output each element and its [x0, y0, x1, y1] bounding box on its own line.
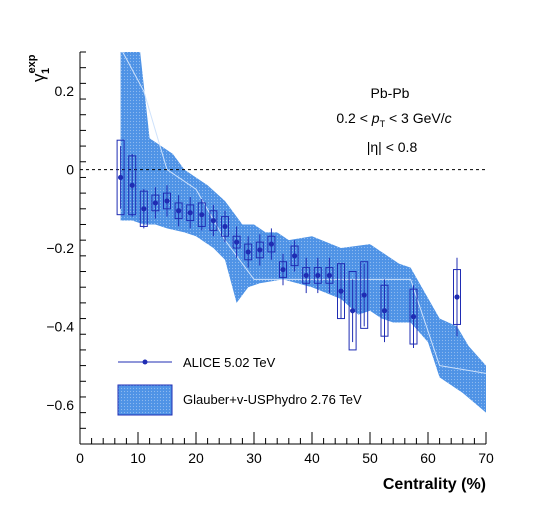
- marker-0: [118, 174, 124, 181]
- y-axis-title: γexp: [26, 54, 48, 82]
- data-point-2: [139, 189, 148, 229]
- data-point-17: [313, 257, 322, 294]
- data-point-8: [209, 204, 218, 237]
- model-band-area: [120, 52, 486, 413]
- marker-10: [234, 239, 240, 245]
- marker-3: [152, 200, 158, 206]
- data-point-18: [325, 257, 334, 294]
- legend-alice-marker: [142, 359, 148, 365]
- data-point-14: [279, 253, 287, 286]
- data-point-6: [186, 197, 195, 229]
- x-tick-label-2: 20: [188, 450, 204, 466]
- pt-range-prefix: 0.2 <: [336, 110, 371, 126]
- pt-range-suffix: < 3 GeV/: [385, 110, 445, 126]
- legend: ALICE 5.02 TeV Glauber+v-USPhydro 2.76 T…: [117, 355, 362, 416]
- marker-6: [187, 210, 193, 216]
- marker-5: [176, 208, 182, 214]
- marker-17: [315, 272, 321, 279]
- data-point-3: [151, 187, 160, 219]
- x-tick-label-6: 60: [420, 450, 436, 466]
- marker-22: [381, 308, 388, 314]
- data-point-5: [174, 195, 183, 227]
- y-tick-label-2: −0.2: [46, 240, 74, 256]
- model-band-center-line: [122, 52, 486, 374]
- marker-12: [257, 247, 263, 253]
- marker-7: [199, 212, 205, 218]
- x-tick-label-4: 40: [304, 450, 320, 466]
- data-point-11: [244, 236, 253, 268]
- marker-14: [280, 266, 286, 273]
- data-point-19: [337, 263, 345, 320]
- marker-11: [245, 249, 251, 255]
- marker-13: [268, 241, 274, 247]
- axes: 0 10 20 30 40 50 60 70 −0.6 −0.4 −0.2 0 0.2: [46, 51, 494, 466]
- marker-2: [141, 206, 147, 212]
- x-tick-label-3: 30: [246, 450, 262, 466]
- data-point-16: [302, 257, 311, 294]
- data-point-20: [348, 271, 357, 351]
- x-tick-label-0: 0: [76, 450, 84, 466]
- data-point-layer: [116, 139, 461, 351]
- y-tick-label-3: 0: [66, 162, 74, 178]
- y-axis-title-base: γ: [29, 73, 48, 82]
- legend-model-label: Glauber+v-USPhydro 2.76 TeV: [183, 392, 362, 407]
- y-axis-title-sup: exp: [26, 54, 38, 73]
- x-tick-label-1: 10: [130, 450, 146, 466]
- annotation-system: Pb-Pb: [371, 85, 410, 101]
- legend-entry-model: Glauber+v-USPhydro 2.76 TeV: [117, 384, 362, 416]
- c-symbol: c: [445, 110, 452, 126]
- data-point-4: [163, 185, 171, 217]
- y-tick-label-0: −0.6: [46, 397, 74, 413]
- marker-1: [129, 182, 135, 188]
- x-axis-title: Centrality (%): [383, 476, 486, 493]
- annotation-eta-range: |η| < 0.8: [367, 139, 418, 155]
- marker-9: [222, 223, 228, 230]
- x-tick-label-7: 70: [478, 450, 494, 466]
- marker-20: [350, 308, 356, 314]
- data-point-22: [380, 279, 389, 343]
- annotation-pt-range: 0.2 < pT < 3 GeV/c: [336, 110, 451, 129]
- marker-21: [361, 292, 367, 298]
- legend-model-swatch: [117, 384, 173, 416]
- data-point-0: [116, 139, 125, 216]
- marker-16: [303, 272, 309, 279]
- data-point-10: [232, 226, 241, 258]
- data-point-7: [197, 199, 206, 231]
- legend-entry-alice: ALICE 5.02 TeV: [118, 355, 276, 370]
- data-point-12: [255, 234, 264, 266]
- sys-box-0: [116, 139, 125, 216]
- marker-24: [454, 294, 460, 300]
- pt-subscript: T: [380, 119, 386, 129]
- sys-box-20: [348, 271, 357, 351]
- marker-23: [410, 314, 417, 320]
- data-point-24: [453, 257, 461, 337]
- marker-4: [164, 198, 170, 204]
- data-point-23: [409, 285, 418, 348]
- data-point-9: [221, 210, 229, 243]
- model-band-layer: [120, 52, 486, 413]
- marker-15: [292, 253, 298, 259]
- marker-18: [326, 272, 332, 279]
- marker-8: [210, 217, 216, 224]
- legend-alice-label: ALICE 5.02 TeV: [183, 355, 276, 370]
- sys-box-21: [360, 261, 369, 329]
- data-point-1: [128, 153, 137, 217]
- y-tick-label-1: −0.4: [46, 318, 74, 334]
- y-axis-title-sub: 1: [40, 68, 52, 74]
- data-point-15: [290, 240, 299, 272]
- data-point-13: [267, 228, 276, 260]
- pt-symbol: p: [371, 110, 380, 126]
- x-tick-label-5: 50: [362, 450, 378, 466]
- y-tick-label-4: 0.2: [55, 83, 75, 99]
- marker-19: [338, 288, 344, 294]
- data-point-21: [360, 261, 369, 329]
